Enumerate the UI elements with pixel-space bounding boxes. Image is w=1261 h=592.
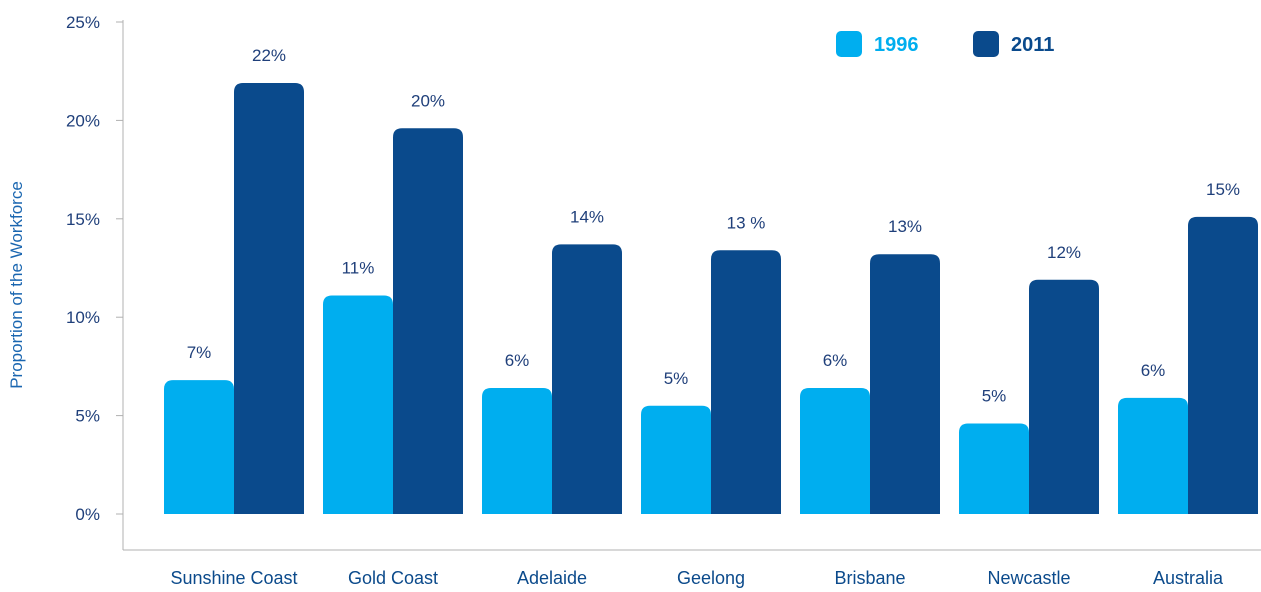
data-label: 12%: [1047, 243, 1081, 262]
data-label: 11%: [342, 259, 375, 278]
data-label: 13%: [888, 217, 922, 236]
bar-1996-adelaide: [482, 388, 552, 514]
data-labels-group: 7% 22% 11% 20% 6% 14% 5% 13 % 6% 13% 5% 12% 6% 15%: [187, 46, 1240, 405]
data-label: 5%: [664, 369, 689, 388]
data-label: 15%: [1206, 180, 1240, 199]
bar-2011-brisbane: [870, 254, 940, 514]
legend-swatch-1996: [836, 31, 862, 57]
data-label: 5%: [982, 386, 1007, 405]
data-label: 6%: [1141, 361, 1166, 380]
data-label: 14%: [570, 207, 604, 226]
legend-swatch-2011: [973, 31, 999, 57]
y-tick-label: 25%: [66, 13, 100, 32]
bar-2011-australia: [1188, 216, 1258, 514]
y-tick-label: 5%: [75, 407, 100, 426]
bar-2011-adelaide: [552, 244, 622, 514]
y-tick-label: 20%: [66, 111, 100, 130]
bar-2011-geelong: [711, 250, 781, 514]
category-label: Brisbane: [834, 568, 905, 588]
bars-group: [164, 83, 1258, 515]
legend: 1996 2011: [836, 31, 1054, 57]
bar-1996-newcastle: [959, 423, 1029, 514]
y-tick-label: 0%: [75, 505, 100, 524]
bar-1996-australia: [1118, 397, 1188, 514]
category-label: Sunshine Coast: [170, 568, 297, 588]
y-tick-label: 15%: [66, 210, 100, 229]
bar-2011-sunshine-coast: [234, 83, 304, 515]
category-label: Australia: [1153, 568, 1224, 588]
category-label: Newcastle: [987, 568, 1070, 588]
bar-1996-brisbane: [800, 388, 870, 514]
y-tick-label: 10%: [66, 308, 100, 327]
data-label: 13 %: [727, 213, 766, 232]
bar-2011-gold-coast: [393, 128, 463, 514]
legend-label-1996: 1996: [874, 34, 919, 56]
category-label: Adelaide: [517, 568, 587, 588]
data-label: 6%: [823, 351, 848, 370]
bar-1996-gold-coast: [323, 295, 393, 514]
bar-1996-sunshine-coast: [164, 380, 234, 514]
bar-1996-geelong: [641, 405, 711, 514]
category-label: Gold Coast: [348, 568, 438, 588]
bar-2011-newcastle: [1029, 279, 1099, 514]
category-label: Geelong: [677, 568, 745, 588]
data-label: 22%: [252, 46, 286, 65]
data-label: 6%: [505, 351, 530, 370]
y-axis-label: Proportion of the Workforce: [7, 181, 26, 389]
data-label: 20%: [411, 91, 445, 110]
category-labels-group: Sunshine Coast Gold Coast Adelaide Geelong B…: [170, 568, 1224, 588]
legend-label-2011: 2011: [1011, 34, 1054, 56]
y-axis-ticks: 0% 5% 10% 15% 20% 25%: [66, 13, 123, 524]
data-label: 7%: [187, 343, 212, 362]
